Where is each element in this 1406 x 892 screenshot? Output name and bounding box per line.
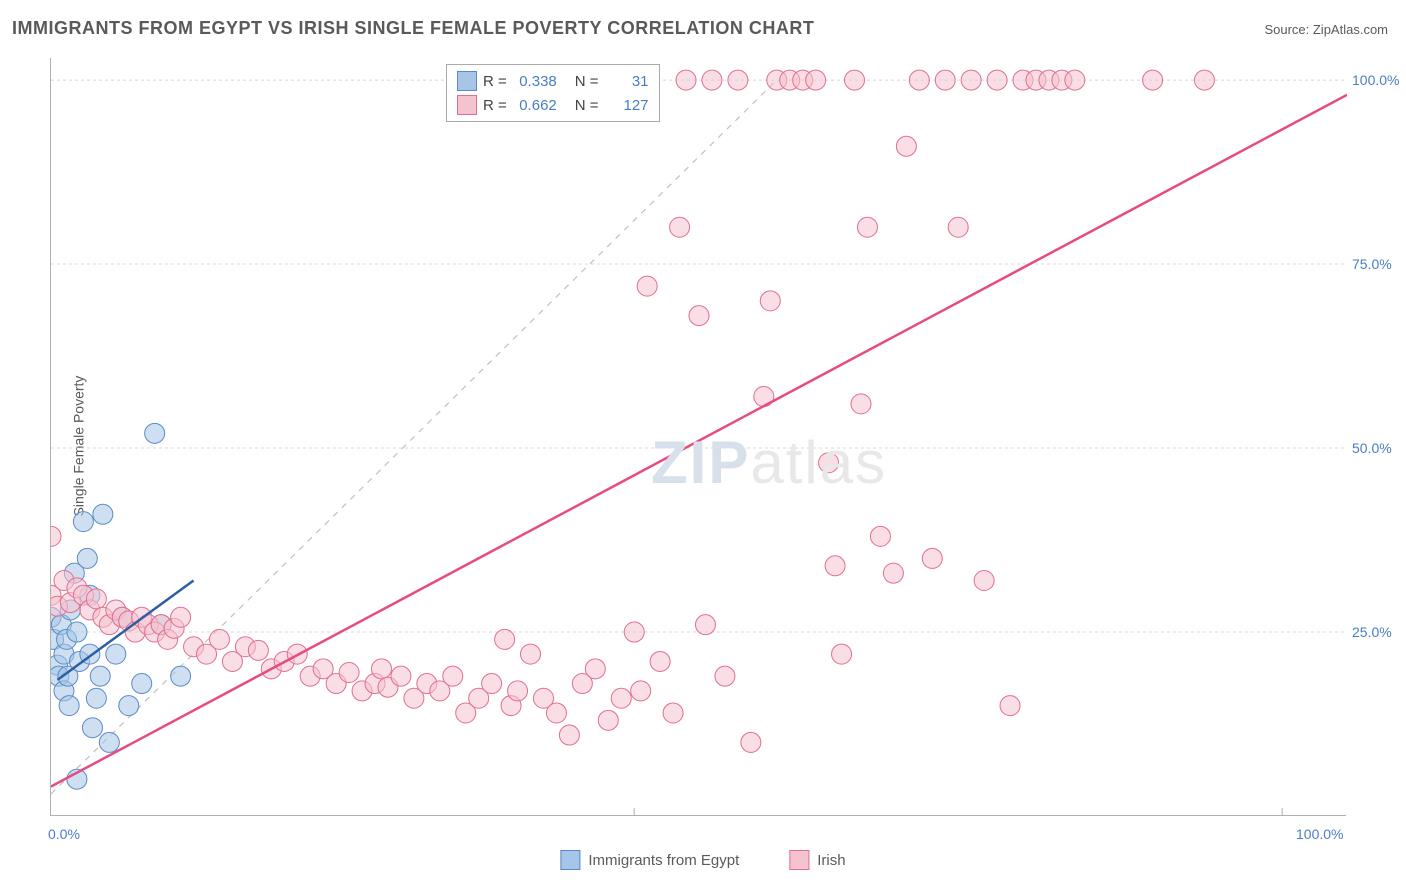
scatter-point-irish — [702, 70, 722, 90]
n-value-irish: 127 — [605, 97, 649, 114]
scatter-point-irish — [689, 306, 709, 326]
r-label: R = — [483, 73, 507, 90]
scatter-point-irish — [1065, 70, 1085, 90]
scatter-point-irish — [851, 394, 871, 414]
scatter-point-egypt — [93, 504, 113, 524]
scatter-point-irish — [935, 70, 955, 90]
scatter-point-irish — [987, 70, 1007, 90]
scatter-point-irish — [1194, 70, 1214, 90]
scatter-point-irish — [546, 703, 566, 723]
scatter-point-irish — [896, 136, 916, 156]
scatter-point-irish — [1143, 70, 1163, 90]
scatter-point-irish — [611, 688, 631, 708]
ytick-label: 100.0% — [1352, 72, 1399, 88]
scatter-point-irish — [637, 276, 657, 296]
scatter-point-irish — [715, 666, 735, 686]
scatter-point-egypt — [86, 688, 106, 708]
scatter-point-egypt — [59, 696, 79, 716]
swatch-irish — [457, 95, 477, 115]
xtick-label: 100.0% — [1296, 826, 1343, 842]
scatter-point-irish — [760, 291, 780, 311]
scatter-point-egypt — [171, 666, 191, 686]
scatter-point-irish — [832, 644, 852, 664]
scatter-point-egypt — [82, 718, 102, 738]
scatter-point-irish — [391, 666, 411, 686]
scatter-point-irish — [695, 615, 715, 635]
scatter-point-irish — [870, 526, 890, 546]
scatter-point-irish — [508, 681, 528, 701]
xlegend-label-irish: Irish — [817, 852, 845, 869]
n-label: N = — [575, 73, 599, 90]
chart-title: IMMIGRANTS FROM EGYPT VS IRISH SINGLE FE… — [12, 18, 814, 39]
scatter-point-egypt — [145, 423, 165, 443]
scatter-point-egypt — [106, 644, 126, 664]
scatter-point-irish — [741, 732, 761, 752]
scatter-point-irish — [909, 70, 929, 90]
source-label: Source: ZipAtlas.com — [1264, 22, 1388, 37]
r-label: R = — [483, 97, 507, 114]
scatter-point-irish — [86, 589, 106, 609]
scatter-point-egypt — [119, 696, 139, 716]
swatch-egypt — [457, 71, 477, 91]
scatter-point-irish — [443, 666, 463, 686]
scatter-point-irish — [974, 571, 994, 591]
xtick-label: 0.0% — [48, 826, 80, 842]
ytick-label: 75.0% — [1352, 256, 1392, 272]
scatter-point-egypt — [73, 512, 93, 532]
scatter-point-irish — [845, 70, 865, 90]
scatter-point-irish — [819, 453, 839, 473]
scatter-point-irish — [857, 217, 877, 237]
scatter-point-irish — [209, 629, 229, 649]
x-legend: Immigrants from Egypt Irish — [560, 850, 845, 870]
xlegend-item-egypt: Immigrants from Egypt — [560, 850, 739, 870]
n-label: N = — [575, 97, 599, 114]
xlegend-swatch-egypt — [560, 850, 580, 870]
scatter-point-irish — [482, 674, 502, 694]
scatter-point-irish — [495, 629, 515, 649]
scatter-point-egypt — [90, 666, 110, 686]
scatter-point-irish — [51, 526, 61, 546]
scatter-point-irish — [371, 659, 391, 679]
plot-svg — [51, 58, 1347, 816]
ytick-label: 50.0% — [1352, 440, 1392, 456]
scatter-point-irish — [521, 644, 541, 664]
chart-container: IMMIGRANTS FROM EGYPT VS IRISH SINGLE FE… — [0, 0, 1406, 892]
scatter-point-irish — [1000, 696, 1020, 716]
scatter-point-irish — [883, 563, 903, 583]
stats-row-irish: R = 0.662 N = 127 — [457, 93, 649, 117]
scatter-point-irish — [728, 70, 748, 90]
scatter-point-irish — [961, 70, 981, 90]
scatter-point-irish — [624, 622, 644, 642]
scatter-point-irish — [585, 659, 605, 679]
scatter-point-irish — [559, 725, 579, 745]
scatter-point-egypt — [99, 732, 119, 752]
r-value-egypt: 0.338 — [513, 73, 557, 90]
scatter-point-irish — [171, 607, 191, 627]
scatter-point-irish — [670, 217, 690, 237]
scatter-point-irish — [825, 556, 845, 576]
scatter-point-irish — [676, 70, 696, 90]
scatter-point-irish — [948, 217, 968, 237]
xlegend-swatch-irish — [789, 850, 809, 870]
regression-line-irish — [51, 95, 1347, 787]
scatter-point-egypt — [77, 548, 97, 568]
scatter-point-egypt — [132, 674, 152, 694]
scatter-point-irish — [248, 640, 268, 660]
scatter-point-irish — [598, 710, 618, 730]
scatter-point-egypt — [67, 622, 87, 642]
stats-legend-box: R = 0.338 N = 31 R = 0.662 N = 127 — [446, 64, 660, 122]
scatter-point-irish — [650, 651, 670, 671]
ytick-label: 25.0% — [1352, 624, 1392, 640]
n-value-egypt: 31 — [605, 73, 649, 90]
stats-row-egypt: R = 0.338 N = 31 — [457, 69, 649, 93]
plot-area: ZIPatlas R =0.338N =31R =0.662N =127 — [50, 58, 1346, 816]
scatter-point-irish — [922, 548, 942, 568]
scatter-point-irish — [631, 681, 651, 701]
scatter-point-irish — [663, 703, 683, 723]
r-value-irish: 0.662 — [513, 97, 557, 114]
scatter-point-irish — [806, 70, 826, 90]
xlegend-label-egypt: Immigrants from Egypt — [588, 852, 739, 869]
scatter-point-irish — [339, 662, 359, 682]
xlegend-item-irish: Irish — [789, 850, 845, 870]
